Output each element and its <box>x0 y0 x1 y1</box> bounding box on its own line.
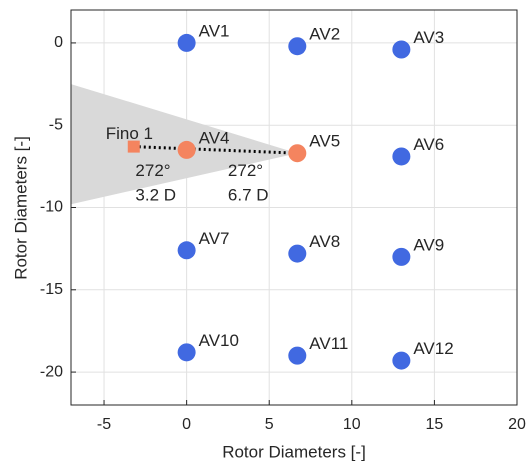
point-label: AV11 <box>309 334 348 353</box>
annotation: 272° <box>228 161 263 180</box>
y-tick-label: 0 <box>54 34 63 51</box>
turbine-marker <box>392 147 411 166</box>
point-label: AV1 <box>199 21 230 40</box>
point-label: AV4 <box>199 128 230 147</box>
annotation: 6.7 D <box>228 185 269 204</box>
point-label: AV5 <box>309 132 340 151</box>
annotation: 272° <box>135 161 170 180</box>
point-label: AV6 <box>413 135 444 154</box>
y-tick-label: -20 <box>40 363 63 380</box>
turbine-marker <box>177 343 196 362</box>
point-label: AV8 <box>309 232 340 251</box>
point-label: AV9 <box>413 235 444 254</box>
annotation: 3.2 D <box>135 185 176 204</box>
point-label: AV10 <box>199 331 239 350</box>
turbine-marker <box>392 351 411 370</box>
turbine-marker <box>288 144 307 163</box>
turbine-marker <box>288 346 307 365</box>
y-tick-label: -15 <box>40 281 63 298</box>
link-line <box>133 145 298 155</box>
y-tick-label: -5 <box>49 116 63 133</box>
y-axis-label: Rotor Diameters [-] <box>11 136 30 280</box>
turbine-marker <box>288 244 307 263</box>
point-label: AV2 <box>309 25 340 44</box>
x-tick-label: 15 <box>426 416 444 433</box>
turbine-marker <box>288 37 307 56</box>
turbine-marker <box>177 33 196 52</box>
x-tick-label: 10 <box>343 416 361 433</box>
x-tick-label: 0 <box>182 416 191 433</box>
point-label: AV12 <box>413 339 453 358</box>
point-label: AV7 <box>199 229 230 248</box>
x-tick-label: 20 <box>508 416 526 433</box>
turbine-marker <box>392 247 411 266</box>
point-label: Fino 1 <box>106 124 153 143</box>
x-axis-label: Rotor Diameters [-] <box>222 442 366 461</box>
mast-marker <box>127 140 140 153</box>
plot-frame <box>70 9 518 406</box>
x-tick-label: 5 <box>265 416 274 433</box>
turbine-marker <box>177 140 196 159</box>
y-tick-label: -10 <box>40 199 63 216</box>
turbine-marker <box>392 40 411 59</box>
turbine-marker <box>177 241 196 260</box>
x-tick-label: -5 <box>97 416 111 433</box>
point-label: AV3 <box>413 28 444 47</box>
